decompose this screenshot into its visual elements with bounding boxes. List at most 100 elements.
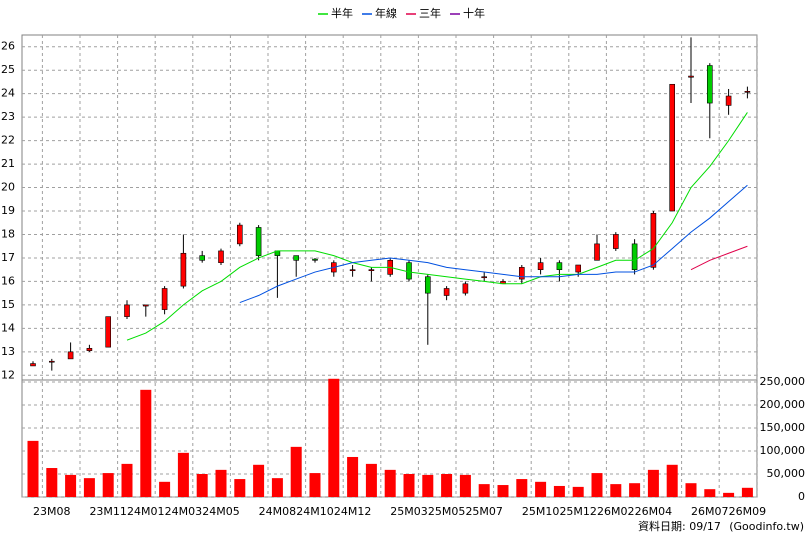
x-tick-label: 23M11 bbox=[89, 505, 127, 518]
volume-bar bbox=[441, 474, 453, 497]
candle-body bbox=[462, 283, 469, 294]
candle-body bbox=[349, 269, 356, 271]
volume-bar bbox=[177, 452, 189, 497]
volume-bar bbox=[271, 478, 283, 497]
volume-tick-label: 200,000 bbox=[760, 398, 806, 411]
volume-bar bbox=[140, 389, 152, 497]
legend-label: 年線 bbox=[375, 6, 397, 20]
legend-label: 半年 bbox=[331, 6, 353, 20]
candle-body bbox=[612, 234, 619, 249]
y-tick-label: 16 bbox=[1, 274, 15, 287]
volume-bar bbox=[666, 464, 678, 497]
volume-bar bbox=[234, 479, 246, 497]
x-tick-label: 24M01 bbox=[127, 505, 165, 518]
y-tick-label: 20 bbox=[1, 181, 15, 194]
volume-bar bbox=[497, 485, 509, 497]
candle-body bbox=[161, 288, 168, 310]
volume-bar bbox=[572, 486, 584, 497]
candle-body bbox=[199, 255, 205, 261]
volume-tick-label: 150,000 bbox=[760, 421, 806, 434]
x-tick-label: 24M05 bbox=[202, 505, 240, 518]
ma-line bbox=[126, 112, 748, 341]
candle-body bbox=[143, 304, 149, 307]
volume-bar bbox=[196, 474, 208, 497]
x-tick-label: 25M10 bbox=[522, 505, 560, 518]
ma-line bbox=[690, 245, 748, 271]
candle-body bbox=[406, 262, 412, 280]
volume-bar bbox=[215, 469, 227, 497]
candle-body bbox=[725, 95, 732, 106]
x-tick-label: 25M07 bbox=[465, 505, 503, 518]
volume-bar bbox=[535, 481, 547, 497]
candle-body bbox=[518, 267, 525, 280]
candle-body bbox=[443, 288, 450, 296]
x-tick-label: 24M03 bbox=[165, 505, 203, 518]
candle-body bbox=[556, 262, 563, 270]
x-tick-label: 24M10 bbox=[296, 505, 334, 518]
volume-bar bbox=[685, 483, 697, 497]
candle-body bbox=[594, 243, 600, 261]
volume-bar bbox=[610, 484, 622, 497]
candle-body bbox=[86, 348, 93, 351]
source: (Goodinfo.tw) bbox=[729, 520, 804, 533]
volume-bar bbox=[46, 468, 58, 497]
candle-body bbox=[631, 243, 638, 270]
x-tick-label: 26M09 bbox=[729, 505, 767, 518]
x-tick-label: 26M02 bbox=[597, 505, 635, 518]
x-tick-label: 25M03 bbox=[390, 505, 428, 518]
x-tick-label: 25M05 bbox=[428, 505, 466, 518]
y-tick-label: 26 bbox=[1, 40, 15, 53]
volume-bar bbox=[83, 478, 95, 497]
ma-line bbox=[239, 184, 748, 304]
volume-bar bbox=[253, 464, 265, 497]
y-tick-label: 15 bbox=[1, 298, 15, 311]
candle-body bbox=[424, 276, 431, 294]
legend-label: 十年 bbox=[463, 6, 485, 20]
x-tick-label: 26M07 bbox=[691, 505, 729, 518]
volume-bar bbox=[309, 473, 321, 497]
x-tick-label: 24M08 bbox=[259, 505, 297, 518]
volume-bar bbox=[704, 489, 716, 497]
candle-body bbox=[688, 75, 694, 78]
volume-bar bbox=[516, 479, 528, 497]
candle-body bbox=[124, 304, 130, 317]
volume-bar bbox=[591, 473, 603, 497]
candle-body bbox=[255, 227, 262, 256]
y-tick-label: 23 bbox=[1, 110, 15, 123]
y-tick-label: 25 bbox=[1, 63, 15, 76]
volume-bar bbox=[347, 456, 359, 497]
x-tick-label: 23M08 bbox=[33, 505, 71, 518]
volume-bar bbox=[121, 463, 133, 497]
volume-tick-label: 0 bbox=[798, 490, 805, 503]
x-tick-label: 26M04 bbox=[635, 505, 673, 518]
volume-bar bbox=[553, 485, 565, 497]
y-tick-label: 14 bbox=[1, 321, 15, 334]
candle-body bbox=[368, 269, 375, 271]
volume-bar bbox=[741, 487, 753, 497]
volume-bar bbox=[328, 378, 340, 497]
x-tick-label: 24M12 bbox=[334, 505, 372, 518]
volume-bar bbox=[27, 440, 39, 497]
x-tick-label: 25M12 bbox=[559, 505, 597, 518]
candle-body bbox=[312, 258, 318, 261]
y-tick-label: 17 bbox=[1, 251, 15, 264]
candle-body bbox=[537, 262, 544, 270]
footer-date: 資料日期: 09/17 bbox=[638, 519, 721, 533]
volume-bar bbox=[629, 483, 641, 497]
y-tick-label: 21 bbox=[1, 157, 15, 170]
y-tick-label: 24 bbox=[1, 87, 15, 100]
candle-body bbox=[650, 213, 657, 268]
volume-bar bbox=[723, 492, 735, 497]
volume-bar bbox=[290, 446, 302, 497]
volume-bar bbox=[422, 474, 434, 497]
volume-bar bbox=[478, 484, 490, 497]
legend-label: 三年 bbox=[419, 6, 441, 20]
candle-body bbox=[48, 360, 55, 363]
volume-tick-label: 100,000 bbox=[760, 444, 806, 457]
candle-body bbox=[481, 276, 488, 279]
y-tick-label: 22 bbox=[1, 134, 15, 147]
candle-body bbox=[293, 255, 300, 261]
volume-bar bbox=[384, 469, 396, 497]
y-tick-label: 12 bbox=[1, 368, 15, 381]
